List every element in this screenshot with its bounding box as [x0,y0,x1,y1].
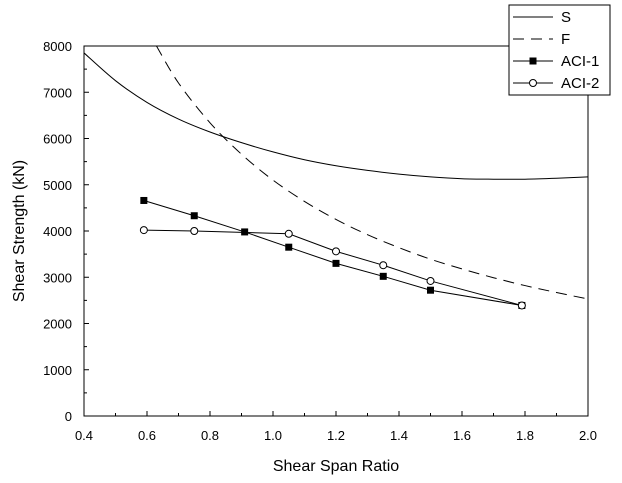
series-aci-2 [139,226,526,310]
y-axis-label: Shear Strength (kN) [11,160,28,302]
y-tick-label: 4000 [43,224,72,239]
legend-box [508,4,611,96]
data-point [139,226,148,235]
x-tick-label: 1.0 [264,428,282,443]
series-s [83,52,589,180]
x-tick-label: 0.6 [138,428,156,443]
data-point [332,259,340,267]
legend-items: SF ACI-1 ACI-2 [513,9,599,92]
legend-item-f: F [513,31,570,48]
axis-ticks: 0.4 0.6 0.8 1.0 1.2 1.4 1.6 1.8 2.0 0 1000 2000 3000… [43,39,597,443]
series-line-aci-1 [143,199,522,306]
y-tick-label: 2000 [43,317,72,332]
plot-frame [83,45,589,417]
series-line-s [83,52,589,180]
legend-item-s: S [513,9,571,26]
data-point [332,247,340,256]
data-point [379,272,387,280]
legend-label: F [561,31,570,48]
y-tick-label: 6000 [43,132,72,147]
series-line-aci-2 [143,229,522,306]
data-point [190,227,199,235]
legend-marker [529,57,537,65]
series-f [156,45,589,300]
series-line-f [156,45,589,300]
x-tick-label: 0.8 [201,428,219,443]
data-point [517,301,526,310]
y-tick-label: 7000 [43,85,72,100]
y-tick-label: 1000 [43,363,72,378]
x-axis-label: Shear Span Ratio [273,458,399,475]
x-tick-label: 1.2 [327,428,345,443]
x-tick-label: 1.8 [516,428,534,443]
x-tick-label: 1.4 [390,428,408,443]
y-tick-label: 8000 [43,39,72,54]
legend-label: S [561,9,571,26]
data-point [379,261,388,270]
series-layer [83,45,589,310]
legend-label: ACI-2 [561,75,599,92]
legend-item-aci-2: ACI-2 [513,75,599,92]
data-point [241,228,249,236]
y-tick-label: 3000 [43,270,72,285]
legend: SF ACI-1 ACI-2 [508,4,611,96]
legend-marker [529,79,537,87]
data-point [190,212,198,220]
data-point [426,276,435,285]
data-point [285,243,293,251]
x-tick-label: 1.6 [453,428,471,443]
y-tick-label: 0 [65,409,72,424]
x-tick-label: 0.4 [75,428,93,443]
data-point [284,229,293,238]
legend-label: ACI-1 [561,53,599,70]
legend-item-aci-1: ACI-1 [513,53,599,70]
data-point [427,286,434,294]
data-point [140,196,148,204]
y-tick-label: 5000 [43,178,72,193]
x-tick-label: 2.0 [579,428,597,443]
